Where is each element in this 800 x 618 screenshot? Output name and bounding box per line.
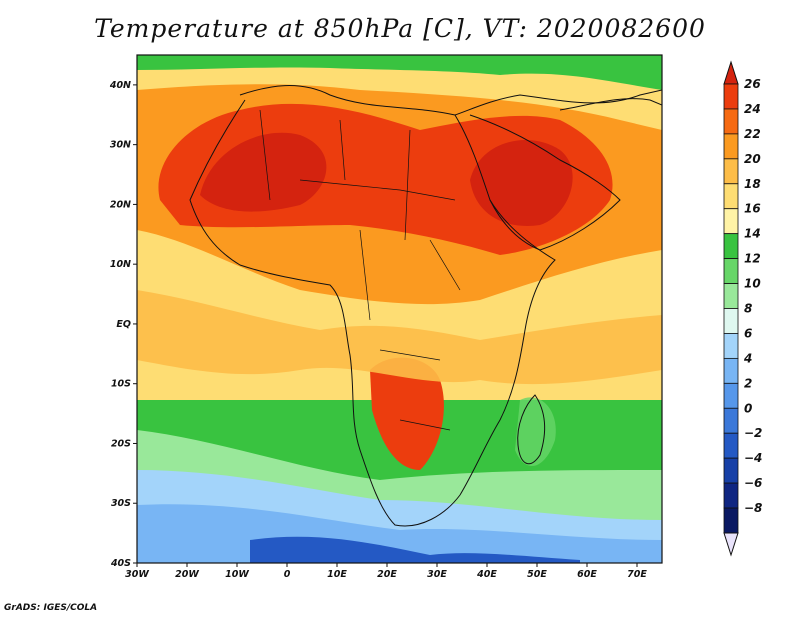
lon-axis: 30W 20W 10W 0 10E 20E 30E 40E 50E 60E 70E — [125, 563, 647, 580]
lat-tick-label: EQ — [116, 319, 131, 330]
colorbar-label: 2 — [744, 376, 752, 390]
colorbar-label: 20 — [744, 152, 761, 166]
colorbar-swatch — [723, 308, 739, 334]
colorbar-swatch — [723, 83, 739, 110]
colorbar-swatch — [723, 183, 739, 210]
lat-tick-label: 30S — [111, 498, 131, 509]
colorbar-label: −8 — [744, 501, 762, 515]
colorbar-bottom-arrow — [723, 532, 739, 557]
colorbar-swatch — [723, 283, 739, 309]
chart-title: Temperature at 850hPa [C], VT: 202008260… — [94, 14, 706, 43]
lon-tick-label: 30W — [125, 569, 149, 580]
colorbar-label: 26 — [744, 77, 761, 91]
lat-tick-label: 20S — [111, 438, 131, 449]
lat-tick-label: 30N — [110, 140, 131, 151]
colorbar-label: 4 — [743, 351, 752, 365]
colorbar-swatch — [723, 457, 739, 484]
coastline-madagascar — [517, 394, 545, 465]
coastline-iran — [559, 98, 662, 111]
lon-tick-label: 40E — [476, 569, 497, 580]
colorbar-swatch — [723, 382, 739, 409]
lon-tick-label: 10W — [225, 569, 249, 580]
colorbar-top-arrow — [723, 60, 739, 85]
colorbar-label: −4 — [744, 451, 762, 465]
colorbar-swatch — [723, 407, 739, 434]
colorbar-swatch — [723, 208, 739, 235]
colorbar-label: 24 — [744, 102, 761, 116]
lat-tick-label: 10S — [111, 379, 131, 390]
lon-tick-label: 60E — [577, 569, 597, 580]
field-madagascar-cool — [515, 397, 556, 467]
field-hot-core-arabia — [470, 140, 573, 226]
field-southern-darkblue — [250, 536, 580, 563]
country-borders — [259, 109, 461, 431]
lat-tick-label: 10N — [110, 259, 131, 270]
colorbar-label: 12 — [744, 252, 761, 266]
map-plot-area — [137, 55, 662, 563]
colorbar-swatch — [723, 108, 739, 135]
lat-axis: 40N 30N 20N 10N EQ 10S 20S 30S 40S — [109, 80, 137, 569]
lon-tick-label: 30E — [427, 569, 447, 580]
colorbar-label: 0 — [744, 401, 752, 415]
colorbar-label: −2 — [744, 426, 762, 440]
colorbar-label: 22 — [744, 127, 761, 141]
lat-tick-label: 40N — [109, 80, 131, 91]
field-equatorial-band — [137, 290, 662, 385]
field-hot-core-sahara — [200, 132, 327, 212]
colorbar-swatch — [723, 158, 739, 185]
colorbar-label: 16 — [744, 202, 761, 216]
lon-tick-label: 20E — [377, 569, 397, 580]
colorbar-label: 8 — [744, 302, 752, 316]
lon-tick-label: 50E — [527, 569, 547, 580]
field-hot-south — [370, 357, 444, 470]
lon-tick-label: 0 — [284, 569, 291, 580]
colorbar-swatch — [723, 333, 739, 359]
field-northern-green — [137, 55, 662, 90]
lon-tick-label: 20W — [175, 569, 199, 580]
colorbar-label: 18 — [744, 177, 761, 191]
colorbar-swatch — [723, 507, 739, 534]
colorbar-swatch — [723, 482, 739, 509]
coastline-africa — [189, 99, 556, 527]
colorbar-swatch — [723, 432, 739, 459]
coastline-arabia — [469, 114, 621, 251]
lat-tick-label: 40S — [110, 558, 131, 569]
colorbar-label: −6 — [744, 476, 762, 490]
lat-tick-label: 20N — [110, 199, 131, 210]
colorbar-swatch — [723, 357, 739, 384]
colorbar-swatch — [723, 258, 739, 284]
lon-tick-label: 10E — [327, 569, 347, 580]
colorbar-label: 6 — [744, 326, 752, 340]
colorbar-swatch — [723, 133, 739, 160]
colorbar-label: 14 — [744, 227, 761, 241]
grads-credit: GrADS: IGES/COLA — [4, 603, 98, 613]
colorbar-label: 10 — [744, 277, 761, 291]
colorbar-swatch — [723, 233, 739, 260]
lon-tick-label: 70E — [627, 569, 647, 580]
map-frame — [136, 54, 663, 564]
